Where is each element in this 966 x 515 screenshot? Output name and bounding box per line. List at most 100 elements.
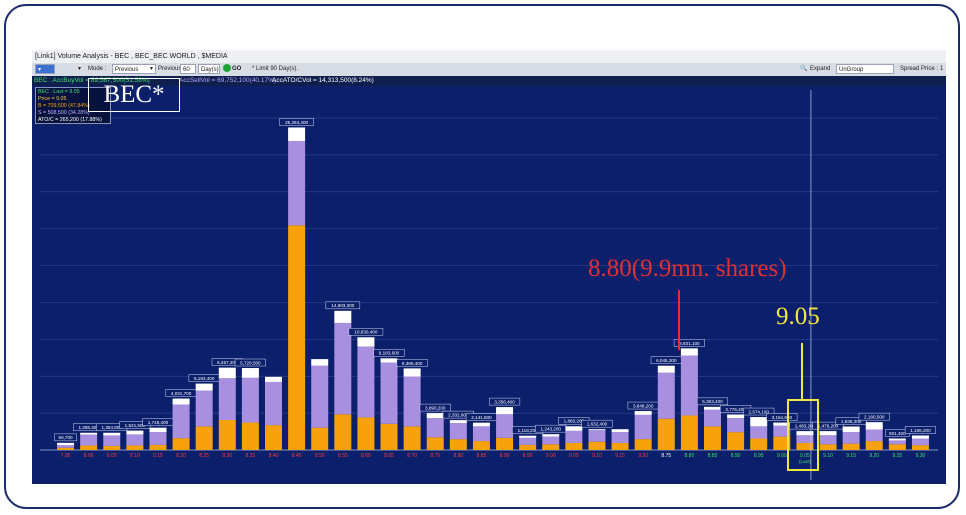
stats-bar: BEC : AccBuyVol = 89,567,500(51.58%) Acc… — [32, 76, 946, 86]
period-input[interactable]: 60 — [180, 64, 196, 74]
x-tick-label: 8.75 — [661, 453, 671, 459]
x-tick-label: 8.35 — [246, 453, 256, 459]
bar-segment-b — [773, 436, 791, 450]
total-label: 3,154,800 — [772, 415, 793, 420]
bar-segment-b — [426, 437, 444, 450]
bar-segment-atoc — [80, 432, 98, 435]
info-atoc: ATO/C = 265,200 (17.88%) — [38, 117, 102, 123]
bar-segment-b — [265, 425, 282, 450]
total-label: 1,243,200 — [541, 427, 562, 432]
peak-annotation: 8.80(9.9mn. shares) — [588, 255, 787, 282]
bar-segment-s — [911, 438, 929, 446]
bar-segment-atoc — [680, 348, 698, 356]
bar-segment-s — [311, 365, 329, 428]
bar-segment-b — [149, 444, 167, 450]
x-tick-label: 8.10 — [130, 453, 140, 459]
bar-segment-b — [218, 419, 236, 450]
bar-segment-s — [241, 377, 259, 423]
bar-segment-atoc — [496, 407, 514, 415]
bar-segment-b — [750, 438, 768, 450]
total-label: 5,193,400 — [194, 376, 215, 381]
bar-segment-s — [634, 414, 652, 440]
bar-segment-atoc — [542, 434, 560, 437]
bar-segment-b — [842, 443, 860, 450]
dropdown-arrow-icon[interactable]: ▾ — [78, 66, 82, 72]
total-label: 1,521,500 — [125, 423, 146, 428]
bar-segment-s — [865, 429, 883, 442]
x-tick-label: 8.90 — [500, 453, 510, 459]
total-label: 3,776,400 — [725, 407, 746, 412]
total-label: 56,700 — [59, 435, 73, 440]
bar-segment-atoc — [611, 429, 629, 433]
total-label-box — [396, 359, 428, 367]
bar-segment-atoc — [126, 430, 144, 435]
total-label-box — [54, 433, 77, 442]
bar-segment-b — [380, 423, 398, 450]
mode-label: Mode : — [88, 66, 107, 72]
mode-select[interactable]: Previous — [112, 64, 156, 74]
bar-segment-b — [657, 418, 675, 450]
bar-segment-atoc — [657, 365, 675, 373]
bar-segment-b — [241, 422, 259, 450]
spread-value: 1 — [940, 66, 944, 72]
acc-atoc-stat: AccATO/CVol = 14,313,500(8.24%) — [272, 77, 374, 84]
bar-segment-s — [265, 381, 282, 426]
x-tick-label: 8.45 — [292, 453, 302, 459]
bar-segment-atoc — [911, 435, 929, 439]
bar-segment-b — [126, 445, 144, 450]
unit-select[interactable]: Day(s) — [198, 64, 220, 74]
total-label: 2,141,600 — [471, 415, 492, 420]
x-tick-label: 8.85 — [708, 453, 718, 459]
bar-segment-b — [519, 444, 537, 450]
bar-segment-b — [472, 441, 490, 450]
x-tick-label: 9.30 — [916, 453, 926, 459]
bar-segment-s — [542, 436, 560, 445]
bar-segment-b — [449, 439, 467, 450]
bar-segment-atoc — [403, 368, 421, 377]
chevron-down-icon[interactable]: ▾ — [150, 66, 154, 72]
info-last: BEC : Last = 9.05 — [38, 89, 80, 95]
bar-segment-b — [727, 432, 745, 450]
bar-segment-atoc — [588, 429, 606, 431]
period-label: Previous : — [158, 66, 185, 72]
total-label: 3,848,200 — [633, 403, 654, 408]
x-tick-label: 8.25 — [199, 453, 209, 459]
total-label-box — [673, 339, 705, 347]
expand-button[interactable]: Expand — [810, 66, 831, 72]
x-tick-label: 8.95 — [523, 453, 533, 459]
bar-segment-s — [380, 362, 398, 424]
total-label-box — [234, 358, 266, 367]
toolbar: ▾ ▾ Mode : Previous ▾ Previous : 60 Day(… — [32, 63, 946, 76]
bar-segment-b — [588, 441, 606, 450]
bar-segment-b — [172, 438, 190, 450]
bar-segment-b — [565, 442, 583, 450]
volume-chart: 56,700 7.95 1,355,400 8.00 1,354,800 8.05 1,52… — [40, 90, 938, 480]
bar-segment-atoc — [241, 368, 259, 378]
bar-segment-s — [657, 372, 675, 419]
total-label: 6,045,300 — [656, 358, 677, 363]
bar-segment-atoc — [172, 398, 190, 405]
go-button[interactable]: GO — [223, 64, 241, 74]
bar-segment-atoc — [865, 422, 883, 430]
total-label: 14,903,300 — [331, 303, 354, 308]
bar-segment-atoc — [773, 422, 791, 426]
volume-analysis-window: [Link1] Volume Analysis - BEC , BEC_BEC … — [32, 50, 946, 484]
bar-segment-atoc — [380, 358, 398, 363]
info-buy: B = 709,500 (47.84%) — [38, 103, 90, 109]
bar-segment-s — [588, 430, 606, 442]
slide-frame — [4, 4, 960, 509]
x-tick-label: 8.75 — [430, 453, 440, 459]
bar-segment-atoc — [195, 383, 213, 391]
x-tick-label: 8.80 — [685, 453, 695, 459]
x-tick-label: 8.60 — [361, 453, 371, 459]
group-select[interactable]: UnGroup — [836, 64, 894, 74]
bar-segment-s — [750, 426, 768, 439]
acc-buy-stat: BEC : AccBuyVol = 89,567,500(51.58%) — [34, 77, 150, 84]
x-tick-label: 9.20 — [869, 453, 879, 459]
bar-segment-atoc — [103, 432, 121, 436]
bar-segment-b — [865, 441, 883, 450]
x-tick-label: 8.20 — [176, 453, 186, 459]
symbol-select[interactable]: ▾ — [35, 64, 55, 74]
total-label: 1,748,400 — [148, 420, 169, 425]
bar-segment-atoc — [819, 431, 837, 436]
